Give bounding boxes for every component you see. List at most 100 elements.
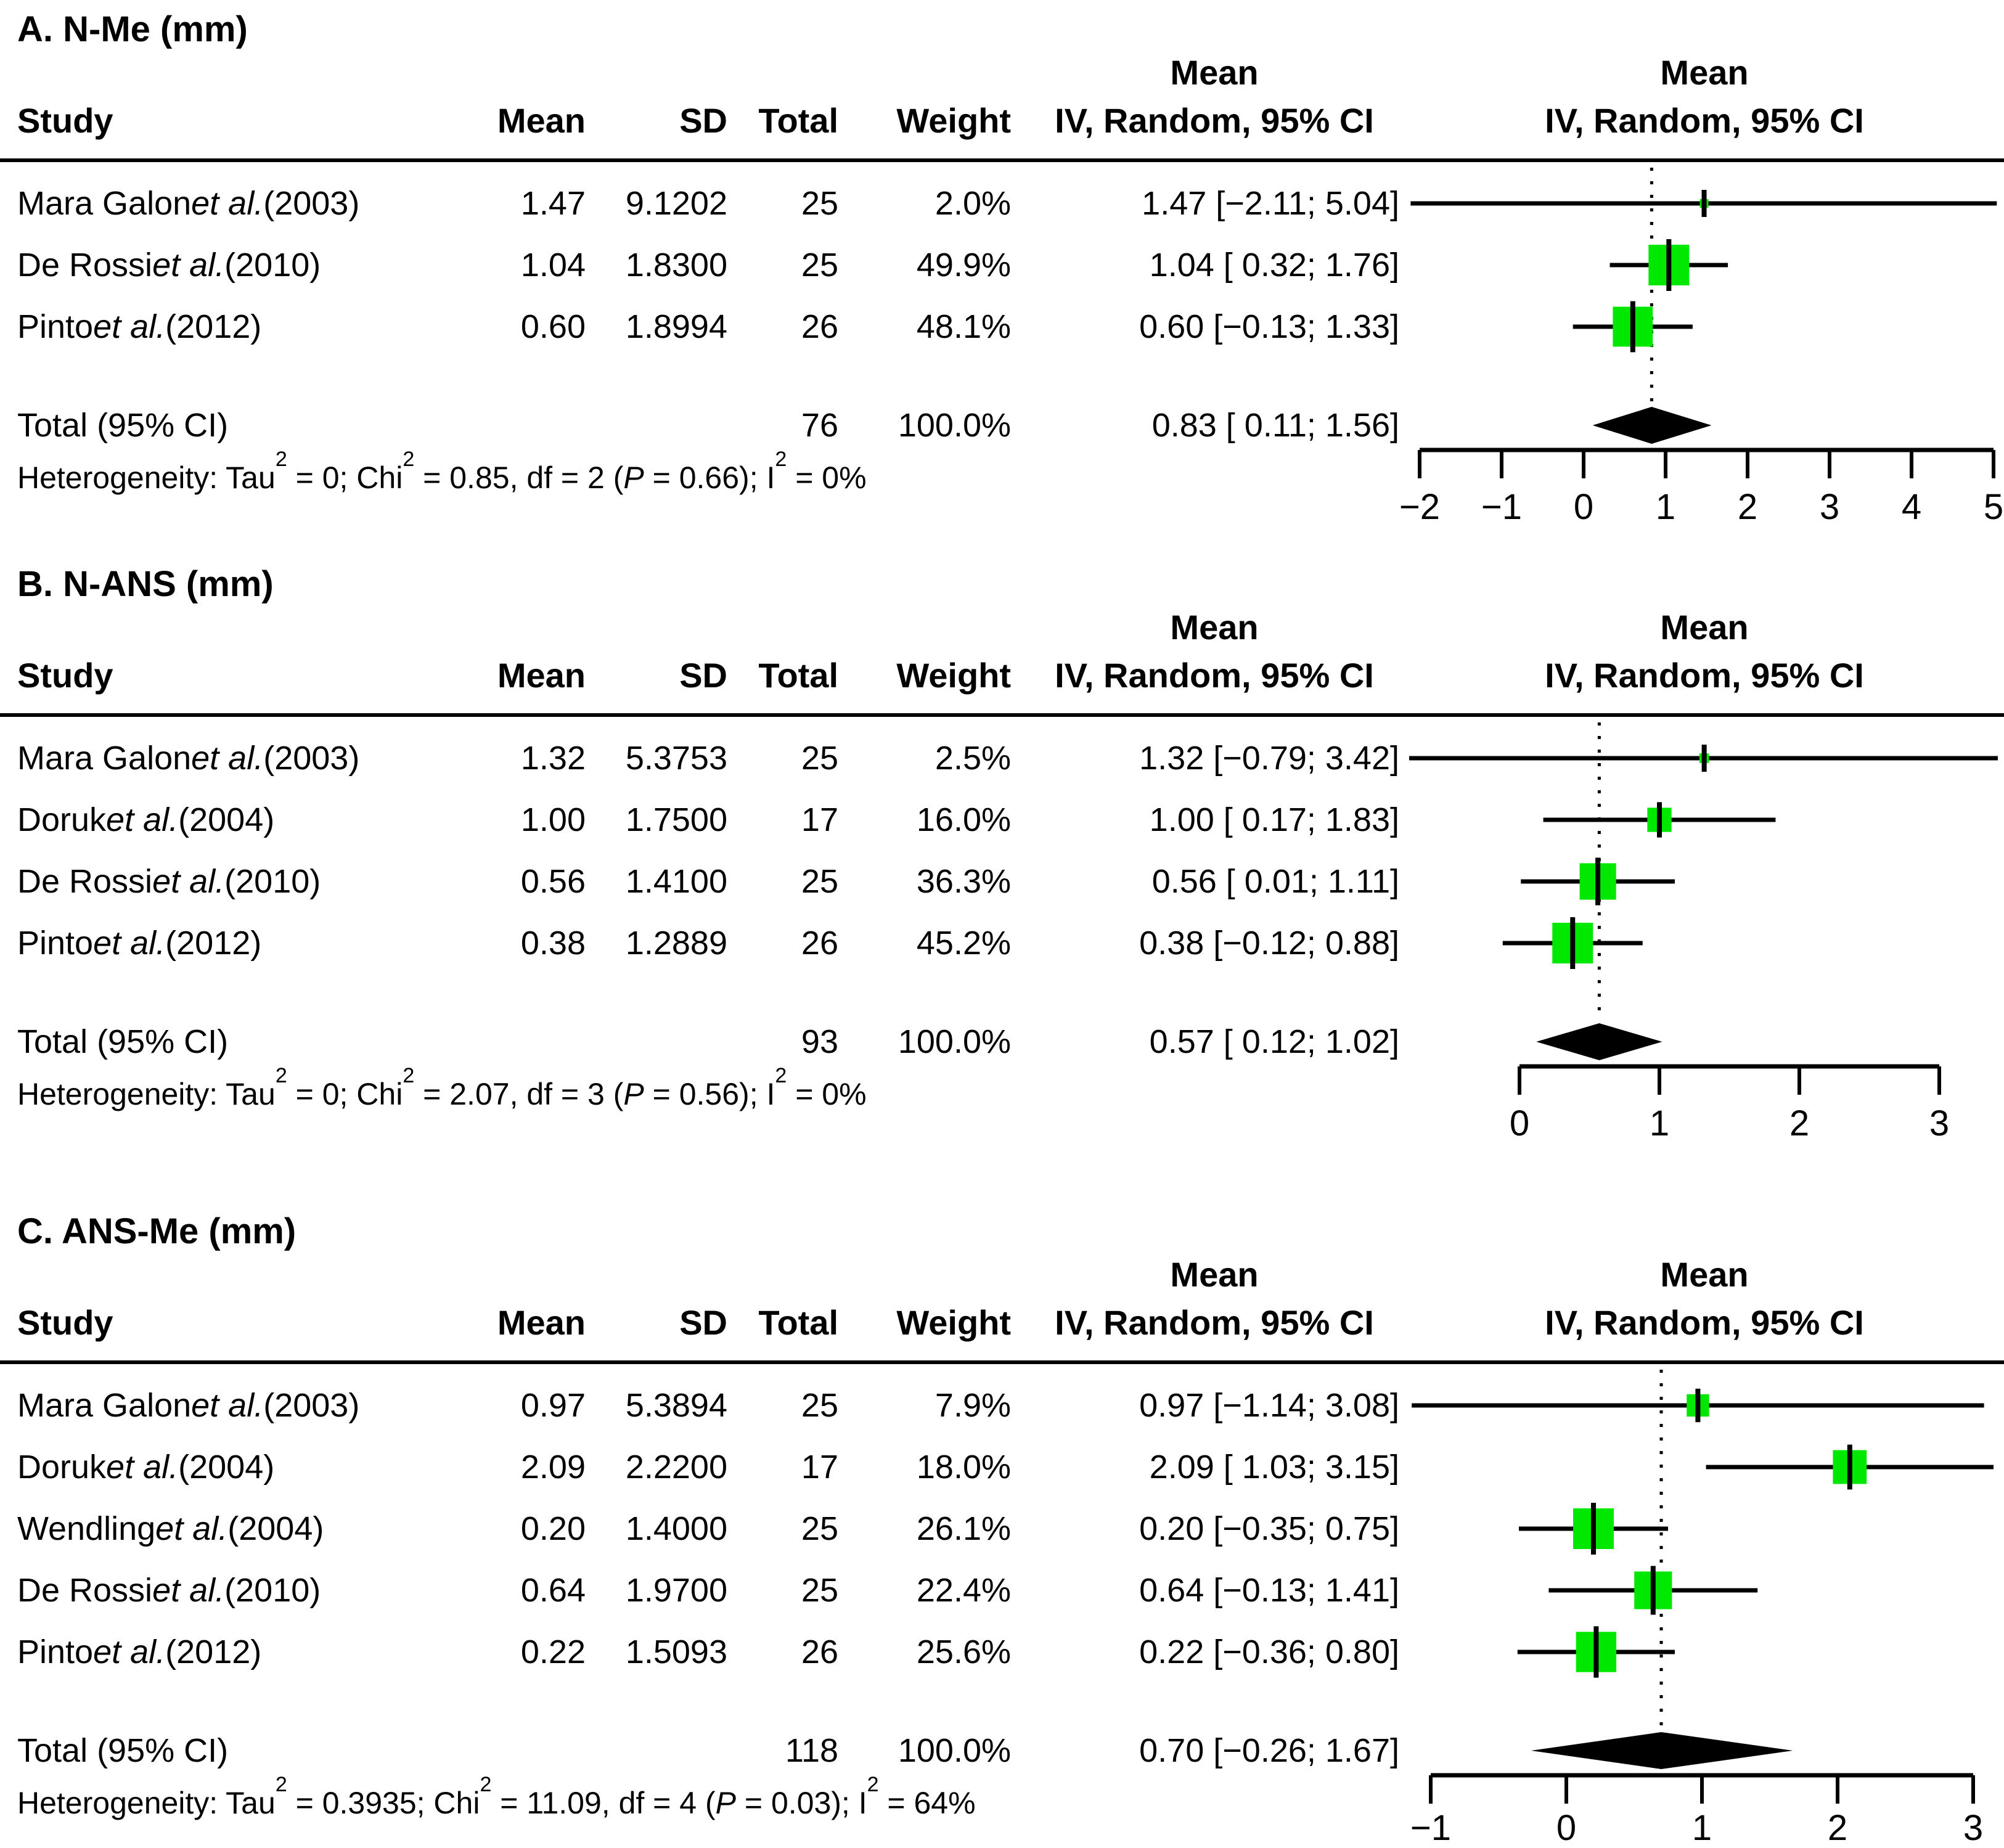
cell-total: 25 <box>801 185 838 222</box>
col-header-mean: Mean <box>497 1302 586 1342</box>
x-axis-tick-label: 1 <box>1656 487 1675 527</box>
study-row: Mara Galon et al. (2003) 1.47 9.1202 25 … <box>0 173 2004 234</box>
cell-total: 26 <box>801 308 838 345</box>
study-row: Pinto et al. (2012) 0.60 1.8994 26 48.1%… <box>0 296 2004 358</box>
cell-sd: 5.3753 <box>625 740 727 777</box>
cell-weight: 22.4% <box>916 1572 1011 1609</box>
total-row: Total (95% CI) 93 100.0% 0.57 [ 0.12; 1.… <box>0 1011 2004 1073</box>
col-header-mean: Mean <box>497 655 586 695</box>
heterogeneity-note: Heterogeneity: Tau2 = 0; Chi2 = 2.07, df… <box>17 1064 867 1111</box>
col-header-ci: IV, Random, 95% CI <box>1055 100 1374 140</box>
x-axis-tick-label: 2 <box>1828 1808 1847 1848</box>
study-row: De Rossi et al. (2010) 0.56 1.4100 25 36… <box>0 851 2004 912</box>
cell-weight: 49.9% <box>916 247 1011 284</box>
cell-weight: 2.5% <box>935 740 1011 777</box>
cell-study: Doruk et al. (2004) <box>17 801 275 838</box>
cell-mean: 0.97 <box>520 1387 586 1424</box>
point-estimate-tick <box>1657 802 1662 838</box>
point-estimate-tick <box>1666 239 1672 291</box>
cell-ci: 1.00 [ 0.17; 1.83] <box>1149 801 1399 838</box>
cell-mean: 0.56 <box>520 863 586 900</box>
column-header-row: Study Mean SD Total Weight IV, Random, 9… <box>0 1291 2004 1353</box>
cell-ci: 0.38 [−0.12; 0.88] <box>1139 925 1399 962</box>
cell-ci: 0.97 [−1.14; 3.08] <box>1139 1387 1399 1424</box>
cell-mean: 1.47 <box>520 185 586 222</box>
cell-sd: 1.9700 <box>625 1572 727 1609</box>
study-row: De Rossi et al. (2010) 1.04 1.8300 25 49… <box>0 234 2004 296</box>
pooled-diamond <box>1531 1732 1793 1769</box>
col-header-sd: SD <box>679 100 727 140</box>
point-estimate-tick <box>1650 1566 1656 1615</box>
x-axis-tick-label: 0 <box>1510 1103 1529 1143</box>
cell-sd: 5.3894 <box>625 1387 727 1424</box>
study-row: Mara Galon et al. (2003) 0.97 5.3894 25 … <box>0 1375 2004 1436</box>
col-header-sd: SD <box>679 655 727 695</box>
total-row: Total (95% CI) 76 100.0% 0.83 [ 0.11; 1.… <box>0 395 2004 456</box>
x-axis-tick-label: 5 <box>1984 487 2003 527</box>
col-header-total: Total <box>758 655 838 695</box>
forest-plot-b: 0 1 2 3 <box>1409 722 1998 1143</box>
x-axis-tick-label: −1 <box>1410 1808 1451 1848</box>
pooled-diamond <box>1536 1023 1663 1060</box>
cell-ci: 0.60 [−0.13; 1.33] <box>1139 308 1399 345</box>
cell-ci: 0.57 [ 0.12; 1.02] <box>1149 1023 1399 1060</box>
cell-study: Mara Galon et al. (2003) <box>17 1387 360 1424</box>
cell-sd: 1.5093 <box>625 1633 727 1670</box>
cell-total: 25 <box>801 1387 838 1424</box>
cell-weight: 100.0% <box>898 1732 1011 1769</box>
cell-weight: 2.0% <box>935 185 1011 222</box>
cell-ci: 0.20 [−0.35; 0.75] <box>1139 1510 1399 1547</box>
panel-ans-me: C. ANS-Me (mm) Mean Mean Study Mean SD T… <box>0 1202 2004 1848</box>
x-axis-tick-label: 3 <box>1929 1103 1949 1143</box>
study-row: Doruk et al. (2004) 1.00 1.7500 17 16.0%… <box>0 789 2004 851</box>
cell-total: 17 <box>801 801 838 838</box>
point-estimate-tick <box>1593 1626 1599 1678</box>
cell-study: Mara Galon et al. (2003) <box>17 185 360 222</box>
point-estimate-tick <box>1591 1503 1596 1555</box>
cell-ci: 0.83 [ 0.11; 1.56] <box>1151 407 1399 444</box>
x-axis-tick-label: 1 <box>1650 1103 1669 1143</box>
panel-n-me: A. N-Me (mm) Mean Mean Study Mean SD Tot… <box>0 0 2004 555</box>
cell-total: 25 <box>801 1510 838 1547</box>
plot-col-header-ci: IV, Random, 95% CI <box>1545 1302 1864 1342</box>
cell-study: Doruk et al. (2004) <box>17 1449 275 1486</box>
forest-plot-c: −1 0 1 2 3 <box>1410 1370 1994 1848</box>
cell-ci: 0.64 [−0.13; 1.41] <box>1139 1572 1399 1609</box>
heterogeneity-note: Heterogeneity: Tau2 = 0; Chi2 = 0.85, df… <box>17 448 867 495</box>
point-estimate-tick <box>1630 301 1635 353</box>
x-axis-tick-label: 4 <box>1902 487 1921 527</box>
col-header-ci: IV, Random, 95% CI <box>1055 1302 1374 1342</box>
cell-total: 25 <box>801 740 838 777</box>
plot-col-header-ci: IV, Random, 95% CI <box>1545 100 1864 140</box>
plot-col-header-top: Mean <box>1660 1255 1749 1294</box>
cell-total-label: Total (95% CI) <box>17 407 229 444</box>
panel-title: A. N-Me (mm) <box>17 9 248 49</box>
column-header-row: Study Mean SD Total Weight IV, Random, 9… <box>0 89 2004 151</box>
col-header-ci: IV, Random, 95% CI <box>1055 655 1374 695</box>
cell-ci: 1.32 [−0.79; 3.42] <box>1139 740 1399 777</box>
point-estimate-tick <box>1695 1388 1701 1423</box>
panel-n-ans: B. N-ANS (mm) Mean Mean Study Mean SD To… <box>0 555 2004 1202</box>
x-axis-tick-label: 2 <box>1738 487 1757 527</box>
cell-weight: 48.1% <box>916 308 1011 345</box>
cell-weight: 45.2% <box>916 925 1011 962</box>
cell-sd: 1.7500 <box>625 801 727 838</box>
col-header-study: Study <box>17 1302 113 1342</box>
point-estimate-tick <box>1847 1444 1852 1490</box>
col-header-study: Study <box>17 100 113 140</box>
cell-weight: 25.6% <box>916 1633 1011 1670</box>
cell-ci: 0.22 [−0.36; 0.80] <box>1139 1633 1399 1670</box>
cell-study: Pinto et al. (2012) <box>17 308 262 345</box>
cell-sd: 1.2889 <box>625 925 727 962</box>
cell-sd: 1.8300 <box>625 247 727 284</box>
x-axis-tick-label: −2 <box>1399 487 1440 527</box>
cell-study: De Rossi et al. (2010) <box>17 863 321 900</box>
cell-sd: 1.4000 <box>625 1510 727 1547</box>
col-header-weight: Weight <box>896 655 1011 695</box>
cell-weight: 100.0% <box>898 407 1011 444</box>
cell-total: 118 <box>785 1732 838 1769</box>
cell-total: 25 <box>801 247 838 284</box>
cell-weight: 18.0% <box>916 1449 1011 1486</box>
cell-mean: 1.00 <box>520 801 586 838</box>
